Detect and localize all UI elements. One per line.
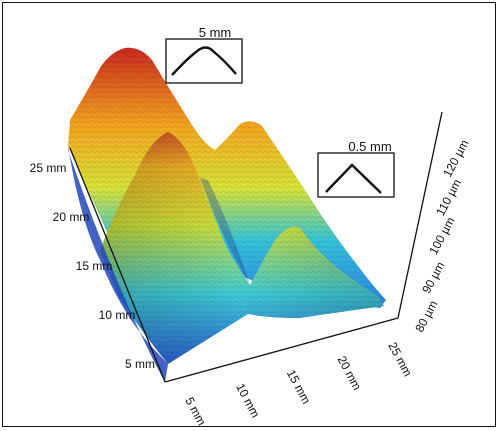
x-tick-label: 20 mm <box>335 354 365 393</box>
inset-rounded-box <box>165 38 243 84</box>
x-tick-label: 25 mm <box>385 340 415 379</box>
z-tick-label: 100 µm <box>426 215 457 257</box>
left-axis-line <box>69 147 166 383</box>
z-tick-label: 80 µm <box>412 298 440 334</box>
left-flank-surface <box>68 146 168 382</box>
z-tick-label: 120 µm <box>440 137 471 179</box>
y-tick-label: 10 mm <box>99 308 136 322</box>
inset-rounded-label: 5 mm <box>199 25 232 40</box>
inset-rounded-profile: 5 mm <box>165 25 243 84</box>
valley-shadow <box>200 178 250 285</box>
x-axis-ticks: 5 mm 10 mm 15 mm 20 mm 25 mm <box>182 340 415 428</box>
y-axis-ticks: 5 mm 10 mm 15 mm 20 mm 25 mm <box>30 161 155 371</box>
inset-sharp-profile: 0.5 mm <box>317 139 395 198</box>
y-tick-label: 25 mm <box>30 161 67 175</box>
sharp-profile-curve <box>325 163 382 194</box>
z-tick-label: 110 µm <box>433 177 464 218</box>
x-tick-label: 10 mm <box>233 381 263 420</box>
inset-sharp-label: 0.5 mm <box>348 139 391 154</box>
surface-mesh <box>68 47 386 382</box>
x-tick-label: 5 mm <box>182 395 208 428</box>
y-tick-label: 20 mm <box>53 210 90 224</box>
y-tick-label: 5 mm <box>125 357 155 371</box>
z-tick-label: 90 µm <box>419 259 447 295</box>
inset-sharp-box <box>317 152 395 198</box>
axes <box>69 111 443 383</box>
x-tick-label: 15 mm <box>284 367 314 406</box>
front-ridge-shade <box>100 132 384 364</box>
bottom-axis-line <box>164 317 399 383</box>
y-tick-label: 15 mm <box>76 259 113 273</box>
right-axis-line <box>397 111 443 319</box>
rounded-profile-curve <box>171 46 237 76</box>
